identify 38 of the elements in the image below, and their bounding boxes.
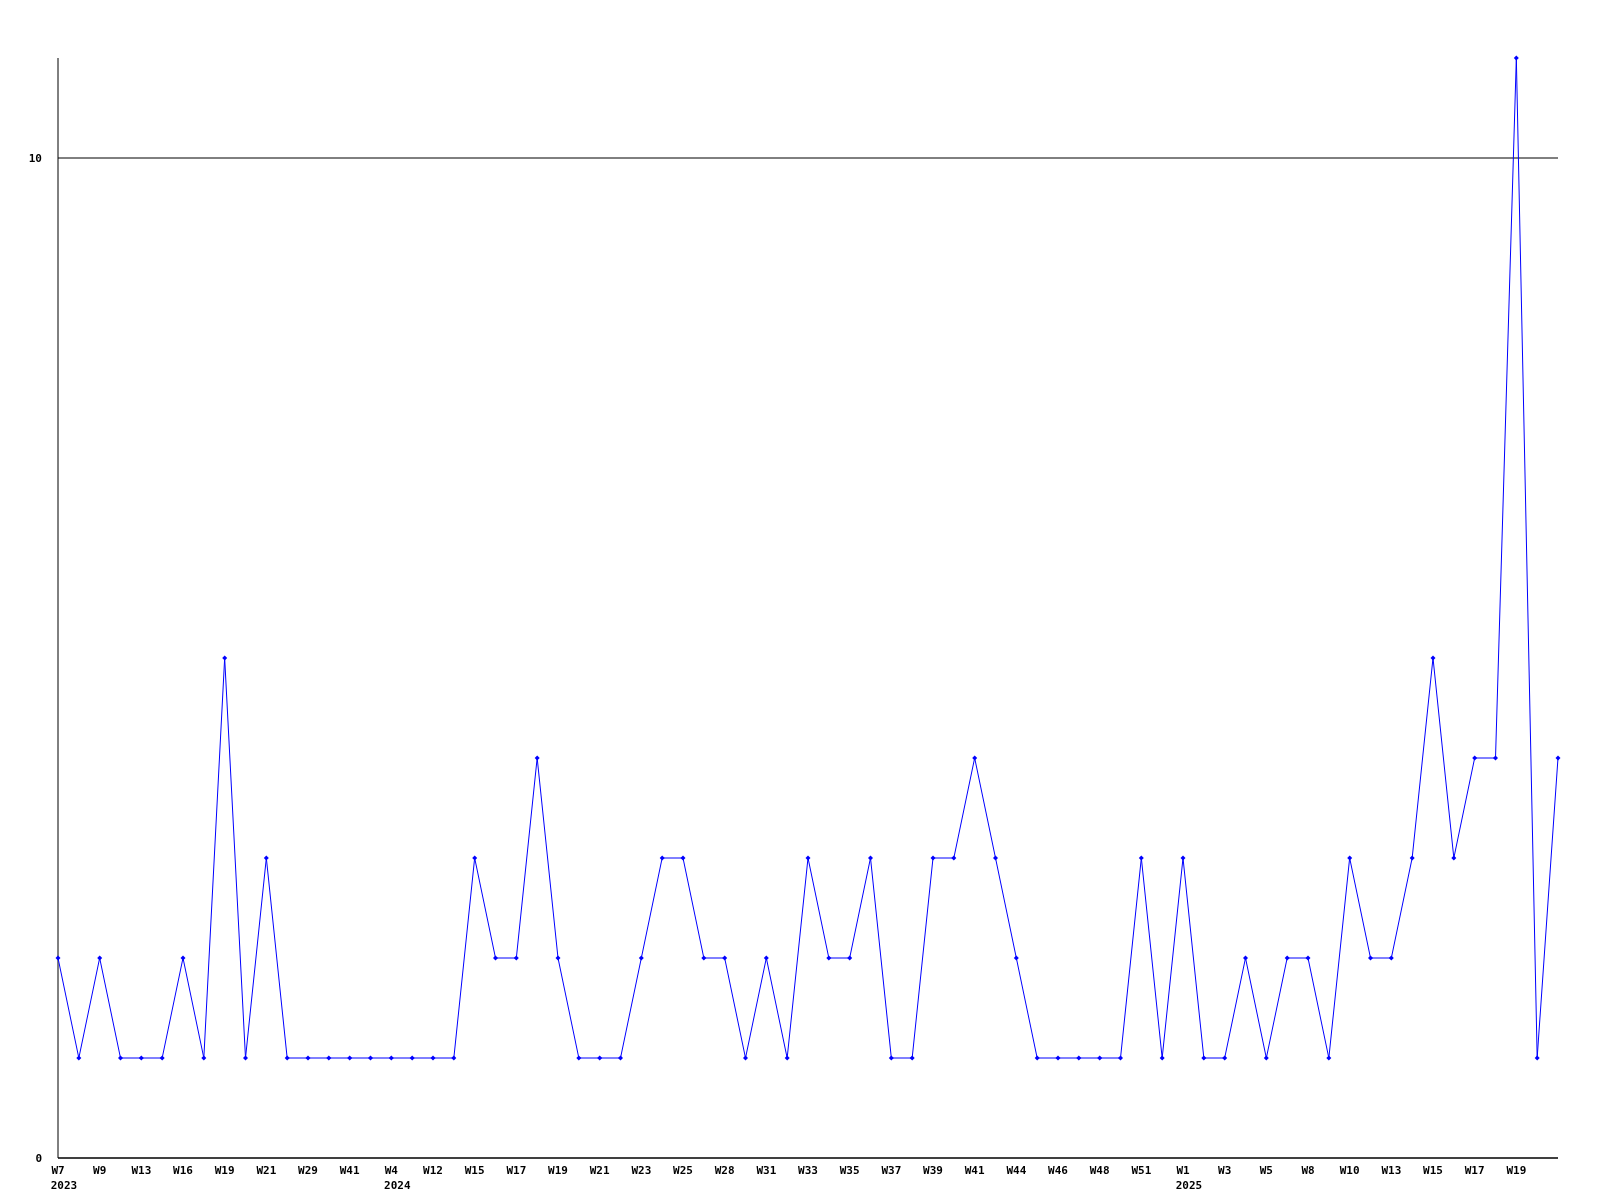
x-tick-label: W4 2024 [384,1164,411,1192]
x-tick-label: W35 [839,1164,860,1177]
y-tick-label: 10 [28,152,42,165]
x-tick-label: W44 [1006,1164,1027,1177]
x-tick-label: W19 [548,1164,568,1177]
x-tick-label: W16 [173,1164,194,1177]
x-tick-label: W41 [964,1164,985,1177]
x-tick-label: W39 [923,1164,943,1177]
x-tick-label: W46 [1048,1164,1069,1177]
x-tick-label: W13 [131,1164,152,1177]
x-tick-label: W28 [714,1164,735,1177]
x-tick-label: W8 [1301,1164,1315,1177]
x-tick-label: W15 [1423,1164,1443,1177]
x-tick-label: W23 [631,1164,652,1177]
x-tick-label: W21 [256,1164,277,1177]
x-tick-label: W19 [1506,1164,1527,1177]
x-tick-label: W13 [1381,1164,1402,1177]
x-tick-label: W1 2025 [1175,1164,1203,1192]
x-tick-label: W41 [339,1164,360,1177]
x-tick-label: W10 [1339,1164,1360,1177]
x-tick-label: W31 [756,1164,777,1177]
x-tick-label: W33 [798,1164,818,1177]
x-tick-label: W12 [423,1164,443,1177]
x-tick-label: W25 [673,1164,693,1177]
x-tick-label: W21 [589,1164,610,1177]
x-tick-label: W48 [1089,1164,1110,1177]
x-tick-label: W5 [1259,1164,1273,1177]
x-tick-label: W15 [464,1164,485,1177]
x-tick-label: W17 [506,1164,527,1177]
x-tick-label: W29 [298,1164,318,1177]
y-tick-label: 0 [35,1152,42,1165]
x-tick-label: W7 2023 [50,1164,78,1192]
x-tick-label: W37 [881,1164,902,1177]
x-tick-label: W17 [1464,1164,1485,1177]
x-tick-label: W3 [1218,1164,1232,1177]
x-tick-label: W19 [214,1164,235,1177]
x-tick-label: W9 [93,1164,107,1177]
x-tick-label: W51 [1131,1164,1152,1177]
